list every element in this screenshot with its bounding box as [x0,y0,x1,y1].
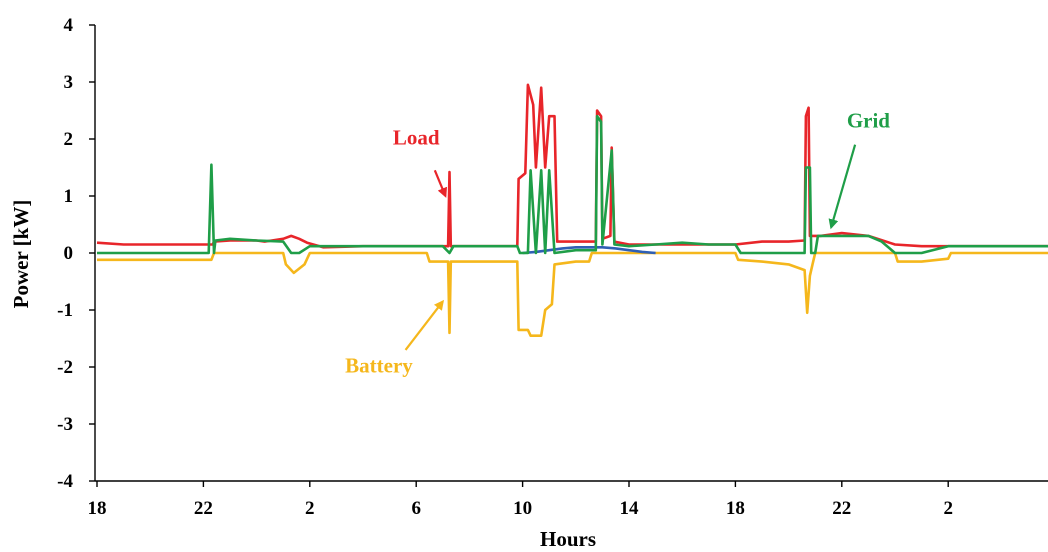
y-tick-label: -2 [57,357,73,378]
annotation-label-battery: Battery [345,354,413,378]
annotation-layer: Load Grid Battery [345,109,890,378]
x-tick-label: 2 [943,498,953,519]
x-tick-label: 22 [194,498,213,519]
y-axis-title: Power [kW] [9,200,33,309]
annotation-arrow-grid [828,144,857,230]
annotation-label-load: Load [393,126,440,150]
x-tick-label: 14 [620,498,640,519]
series-layer [96,83,1048,338]
series-line-grid [97,114,1048,255]
x-tick-label: 10 [513,498,532,519]
y-tick-label: 0 [64,243,74,264]
series-line-load [96,83,1048,249]
x-tick-label: 2 [305,498,315,519]
y-tick-label: 4 [64,15,74,36]
y-tick-label: 1 [64,186,74,207]
annotation-label-grid: Grid [847,109,890,133]
y-tick-label: 2 [64,129,74,150]
y-tick-label: 3 [64,72,74,93]
series-line-battery [97,251,1048,338]
x-tick-label: 6 [411,498,421,519]
annotation-arrow-battery [404,299,445,351]
y-tick-label: -4 [57,471,73,492]
x-axis-title: Hours [540,527,596,551]
x-tick-label: 22 [832,498,851,519]
y-tick-label: -1 [57,300,73,321]
x-tick-label: 18 [726,498,745,519]
x-tick-label: 18 [88,498,107,519]
annotation-arrow-load [433,169,448,198]
y-tick-label: -3 [57,414,73,435]
